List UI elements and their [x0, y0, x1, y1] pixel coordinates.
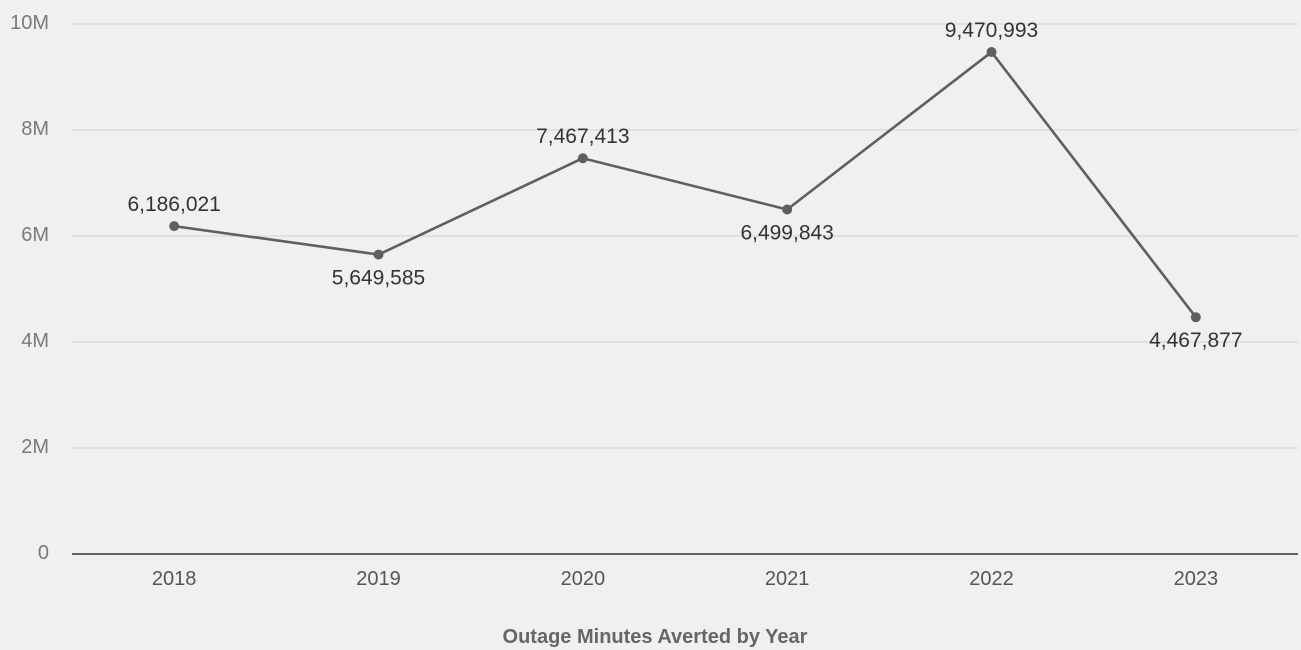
- data-point: [373, 249, 384, 260]
- x-tick-label: 2020: [561, 568, 606, 590]
- y-tick-label: 6M: [21, 224, 49, 246]
- data-point: [169, 221, 180, 232]
- data-labels: 6,186,021 5,649,585 7,467,413 6,499,843 9,47…: [127, 19, 1242, 352]
- data-point: [1190, 312, 1201, 323]
- y-tick-label: 0: [38, 542, 49, 564]
- y-tick-label: 8M: [21, 118, 49, 140]
- data-label: 7,467,413: [536, 125, 629, 148]
- y-tick-label: 10M: [10, 12, 49, 34]
- y-tick-label: 2M: [21, 436, 49, 458]
- data-point: [986, 47, 997, 58]
- x-tick-label: 2019: [356, 568, 401, 590]
- data-point: [577, 153, 588, 164]
- data-label: 4,467,877: [1149, 329, 1242, 352]
- data-label: 6,186,021: [127, 193, 220, 216]
- series-line-group: [169, 47, 1201, 323]
- x-axis-ticks: 2018 2019 2020 2021 2022 2023: [152, 568, 1218, 590]
- data-label: 9,470,993: [945, 19, 1038, 42]
- x-axis-title: Outage Minutes Averted by Year: [503, 626, 808, 648]
- x-tick-label: 2018: [152, 568, 197, 590]
- y-axis-ticks: 0 2M 4M 6M 8M 10M: [10, 12, 49, 564]
- x-tick-label: 2022: [969, 568, 1014, 590]
- data-point: [782, 204, 793, 215]
- x-tick-label: 2023: [1174, 568, 1219, 590]
- series-line: [173, 50, 1197, 318]
- x-tick-label: 2021: [765, 568, 810, 590]
- gridlines: [72, 23, 1298, 449]
- data-label: 5,649,585: [332, 267, 425, 290]
- data-label: 6,499,843: [740, 222, 833, 245]
- y-tick-label: 4M: [21, 330, 49, 352]
